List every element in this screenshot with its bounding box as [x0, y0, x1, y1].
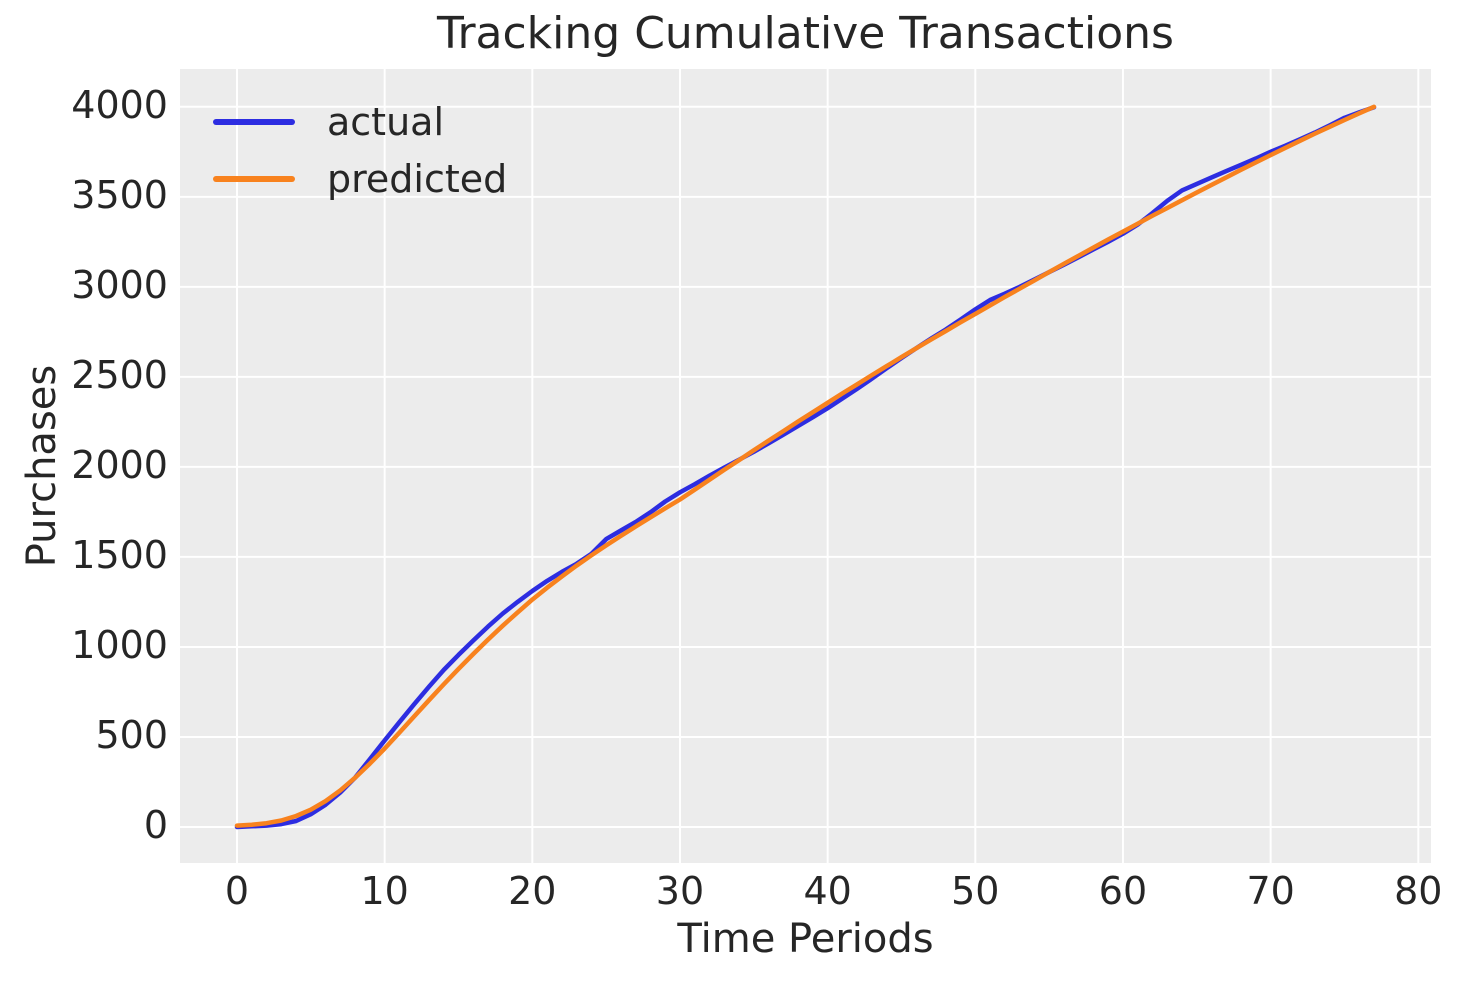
series-lines — [234, 104, 1377, 830]
y-tick-label: 500 — [95, 712, 168, 757]
y-tick-label: 0 — [143, 802, 168, 847]
x-tick-label: 0 — [224, 869, 250, 913]
x-tick-label: 60 — [1098, 869, 1148, 913]
plot-canvas — [180, 69, 1431, 863]
legend-swatch-actual — [213, 119, 295, 125]
y-axis-label: Purchases — [19, 364, 65, 568]
x-tick-label: 80 — [1394, 869, 1443, 913]
y-tick-label: 3000 — [71, 262, 168, 307]
x-tick-label: 30 — [655, 869, 705, 913]
x-tick-label: 10 — [360, 869, 409, 913]
legend-label-predicted: predicted — [327, 157, 508, 201]
legend-item-actual: actual — [213, 103, 444, 141]
chart-title: Tracking Cumulative Transactions — [437, 8, 1174, 59]
x-tick-label: 70 — [1246, 869, 1295, 913]
x-tick-label: 50 — [951, 869, 1000, 913]
legend-label-actual: actual — [327, 100, 445, 144]
x-tick-label: 20 — [508, 869, 557, 913]
y-tick-label: 3500 — [71, 172, 168, 217]
legend-item-predicted: predicted — [213, 160, 507, 198]
legend-swatch-predicted — [213, 176, 295, 182]
x-tick-label: 40 — [803, 869, 852, 913]
actual-line — [234, 105, 1377, 830]
y-tick-label: 1500 — [71, 532, 168, 577]
predicted-line — [234, 104, 1377, 828]
y-tick-label: 1000 — [71, 622, 168, 667]
y-tick-label: 2500 — [71, 352, 168, 397]
plot-area: actual predicted — [180, 69, 1431, 863]
x-axis-label: Time Periods — [677, 916, 934, 962]
y-tick-label: 4000 — [71, 82, 168, 127]
y-tick-label: 2000 — [71, 442, 168, 487]
